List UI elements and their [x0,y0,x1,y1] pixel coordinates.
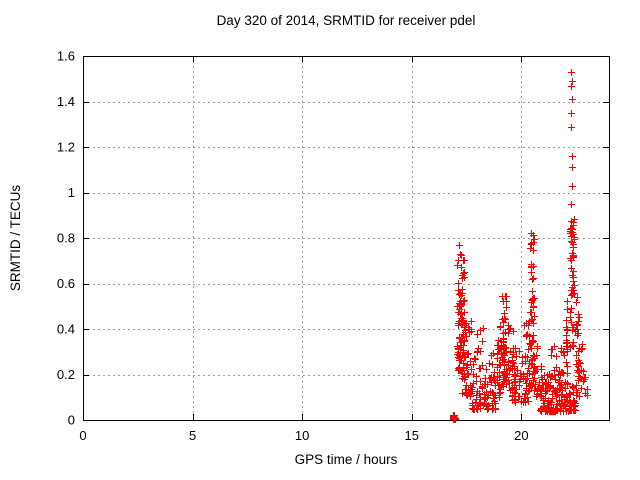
tick-labels: 0 5 10 15 20 0 0.2 0.4 0.6 0.8 1 1.2 1.4 1.6 [57,49,529,444]
y-tick-label: 0.4 [57,322,75,337]
y-tick-label: 1 [68,185,75,200]
x-tick-label: 5 [189,428,196,443]
x-tick-label: 0 [79,428,86,443]
y-tick-label: 0.6 [57,276,75,291]
x-tick-label: 10 [295,428,309,443]
gridlines [83,56,609,420]
y-tick-label: 1.4 [57,94,75,109]
chart-title: Day 320 of 2014, SRMTID for receiver pde… [216,13,476,28]
axis-frame-and-ticks [83,56,610,421]
y-tick-label: 0 [68,413,75,428]
y-tick-label: 0.2 [57,367,75,382]
y-tick-label: 1.6 [57,49,75,64]
x-tick-label: 15 [405,428,419,443]
y-tick-label: 0.8 [57,231,75,246]
y-tick-label: 1.2 [57,140,75,155]
x-tick-label: 20 [514,428,528,443]
data-points-srmtid [450,69,591,423]
x-axis-label: GPS time / hours [294,452,398,467]
